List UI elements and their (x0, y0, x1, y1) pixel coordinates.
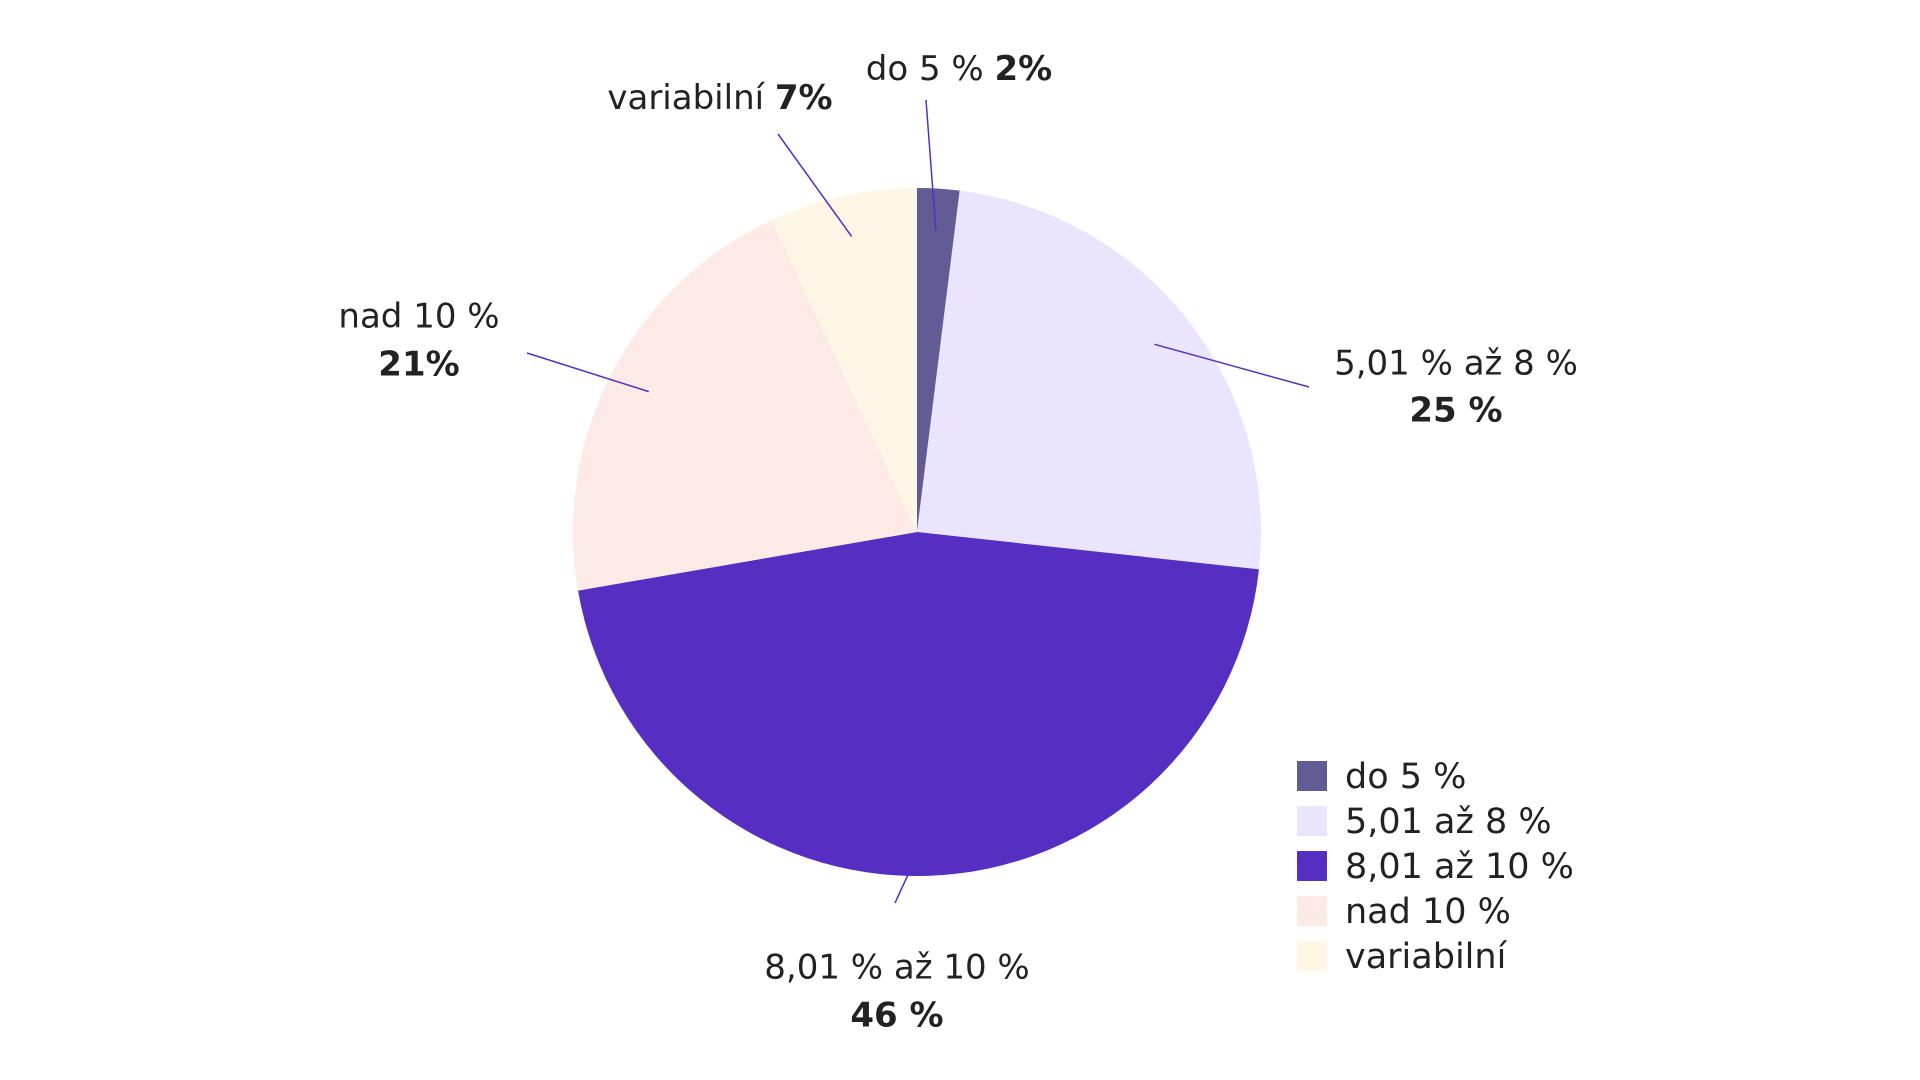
leader-line (526, 352, 650, 393)
slice-name: 5,01 % až 8 % (1334, 344, 1578, 384)
leader-line (925, 99, 937, 230)
legend-label: nad 10 % (1345, 892, 1511, 932)
legend-label: 5,01 až 8 % (1345, 802, 1552, 842)
slice-name: 8,01 % až 10 % (764, 948, 1030, 988)
leader-line (894, 834, 928, 904)
slice-label: do 5 % 2% (866, 49, 1052, 89)
leader-line (1154, 343, 1310, 388)
slice-value: 46 % (850, 996, 943, 1036)
slice-label: variabilní 7% (607, 78, 832, 118)
pie-slice (917, 190, 1262, 570)
legend-swatch (1297, 941, 1327, 971)
legend-swatch (1297, 761, 1327, 791)
slice-value: 21% (378, 345, 459, 385)
legend-label: do 5 % (1345, 757, 1466, 797)
legend-swatch (1297, 806, 1327, 836)
legend-swatch (1297, 896, 1327, 926)
legend-label: variabilní (1345, 937, 1508, 977)
pie-slice (771, 188, 917, 532)
slice-name: do 5 % (866, 49, 984, 89)
slice-value: 7% (775, 78, 833, 118)
slice-value: 25 % (1409, 391, 1502, 431)
slice-name: variabilní (607, 78, 765, 118)
slice-name: nad 10 % (338, 297, 499, 337)
legend-label: 8,01 až 10 % (1345, 847, 1574, 887)
slice-value: 2% (995, 49, 1053, 89)
leader-line (777, 133, 853, 237)
pie-slice (573, 220, 917, 591)
pie-slice (578, 532, 1259, 877)
pie-slice (917, 188, 960, 532)
legend-swatch (1297, 851, 1327, 881)
